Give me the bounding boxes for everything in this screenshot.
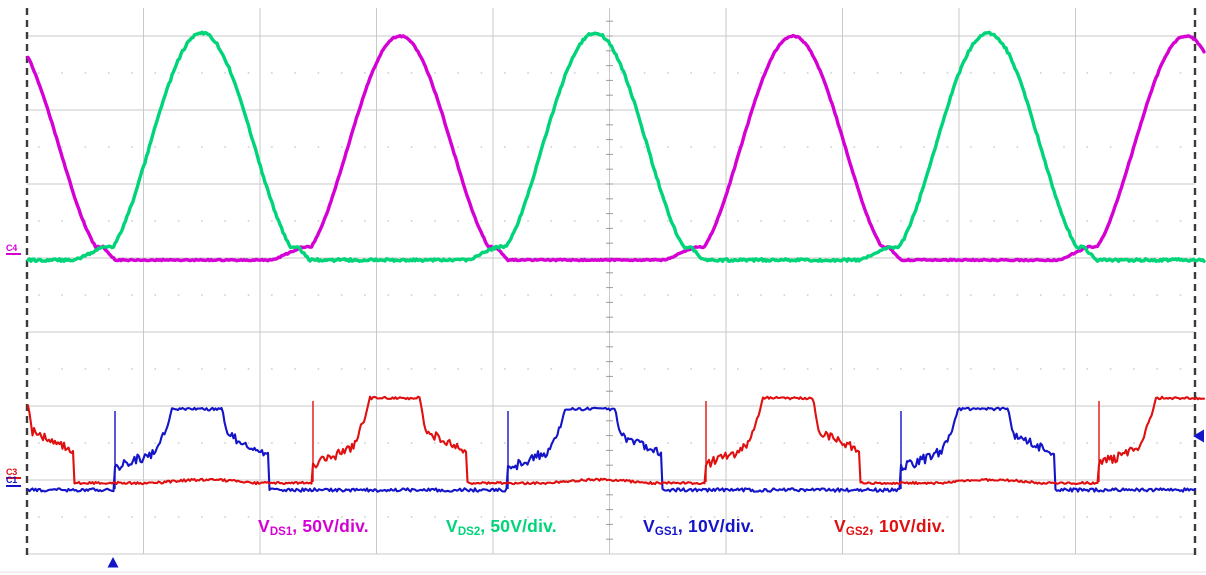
legend-vds1-scale: , 50V/div. [292, 516, 369, 536]
legend-vds2-subscript: DS2 [457, 526, 481, 538]
legend-vgs1-scale: , 10V/div. [677, 516, 755, 536]
trigger-time-marker[interactable] [107, 557, 119, 568]
channel-marker-c1[interactable]: C1 [6, 475, 21, 487]
legend-vgs1-symbol: V [643, 516, 655, 536]
trace-vds2 [26, 30, 1206, 263]
channel-marker-c4[interactable]: C4 [6, 243, 21, 255]
legend-vgs2-scale: , 10V/div. [868, 516, 946, 536]
legend-vgs1: VGS1, 10V/div. [643, 516, 754, 538]
legend-vgs2-symbol: V [834, 516, 846, 536]
trace-vds1 [26, 33, 1206, 263]
legend-vds2-symbol: V [446, 516, 458, 536]
trigger-level-marker[interactable] [1193, 429, 1204, 443]
legend-vds1: VDS1, 50V/div. [258, 516, 369, 538]
legend-vgs2: VGS2, 10V/div. [834, 516, 945, 538]
legend-vgs2-subscript: GS2 [845, 526, 869, 538]
trace-vgs2 [26, 395, 1206, 486]
channel-marker-c3-label: C3 [6, 467, 17, 477]
legend-vds1-subscript: DS1 [269, 526, 293, 538]
channel-marker-c4-label: C4 [6, 243, 17, 253]
legend-vds1-symbol: V [258, 516, 270, 536]
trace-vgs1 [26, 406, 1197, 493]
legend-vds2-scale: , 50V/div. [480, 516, 557, 536]
graticule-grid [0, 8, 1206, 573]
channel-marker-c3[interactable]: C3 [6, 467, 21, 479]
legend-vgs1-subscript: GS1 [654, 526, 678, 538]
channel-marker-c1-label: C1 [6, 475, 17, 485]
legend-vds2: VDS2, 50V/div. [446, 516, 557, 538]
